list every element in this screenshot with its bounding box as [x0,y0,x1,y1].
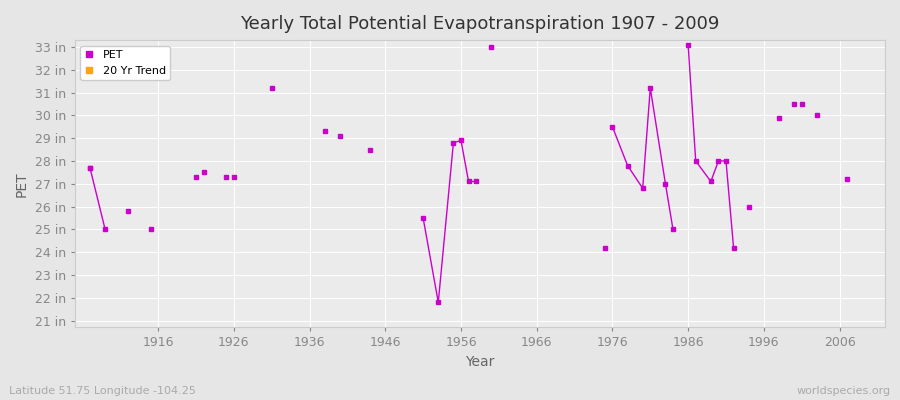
Y-axis label: PET: PET [15,171,29,196]
Text: worldspecies.org: worldspecies.org [796,386,891,396]
Text: Latitude 51.75 Longitude -104.25: Latitude 51.75 Longitude -104.25 [9,386,196,396]
Title: Yearly Total Potential Evapotranspiration 1907 - 2009: Yearly Total Potential Evapotranspiratio… [240,15,720,33]
X-axis label: Year: Year [465,355,495,369]
Legend: PET, 20 Yr Trend: PET, 20 Yr Trend [80,46,170,80]
